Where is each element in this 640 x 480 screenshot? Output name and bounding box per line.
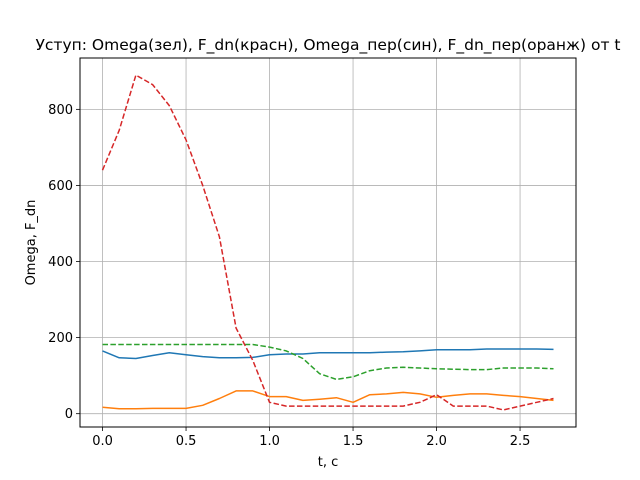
series-line-4 — [101, 74, 554, 411]
series-line-2 — [102, 390, 554, 410]
axis-ticks: 0.0 0.5 1.0 1.5 2.0 2.5 0 200 400 600 800 — [48, 103, 530, 449]
plot-frame — [79, 57, 577, 428]
y-tick-label: 200 — [48, 331, 73, 346]
x-axis-label: t, c — [318, 455, 339, 470]
y-tick-label: 800 — [48, 103, 73, 118]
y-tick-label: 400 — [48, 255, 73, 270]
x-tick-label: 0.5 — [176, 434, 197, 449]
x-tick-label: 2.0 — [426, 434, 447, 449]
y-tick-label: 0 — [65, 407, 73, 422]
x-tick-label: 2.5 — [510, 434, 531, 449]
y-tick-label: 600 — [48, 179, 73, 194]
y-axis-label: Omega, F_dn — [24, 200, 39, 286]
x-tick-label: 1.5 — [343, 434, 364, 449]
series-lines — [101, 74, 554, 411]
chart-title: Уступ: Omega(зел), F_dn(красн), Omega_пе… — [35, 36, 620, 55]
series-line-1 — [102, 348, 554, 360]
series-line-3 — [102, 343, 554, 381]
x-tick-label: 1.0 — [259, 434, 280, 449]
x-tick-label: 0.0 — [92, 434, 113, 449]
grid — [80, 58, 576, 427]
